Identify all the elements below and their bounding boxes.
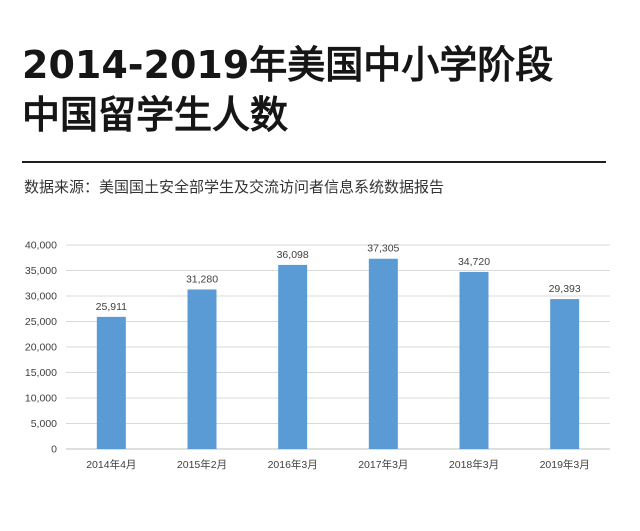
bar <box>550 299 580 449</box>
bar-chart: 0 5,000 10,000 15,000 20,000 25,000 30,000 35,0… <box>25 240 610 471</box>
y-tick-label: 30,000 <box>25 291 57 303</box>
y-tick-label: 0 <box>51 444 57 456</box>
data-labels: 25,911 31,280 36,098 37,305 34,720 29,393 <box>96 243 581 313</box>
y-tick-label: 10,000 <box>25 393 57 405</box>
gridlines <box>66 244 610 450</box>
bar <box>368 258 398 449</box>
data-label: 29,393 <box>549 283 581 295</box>
x-axis-ticks: 2014年4月 2015年2月 2016年3月 2017年3月 2018年3月 2019年… <box>86 458 590 471</box>
y-tick-label: 40,000 <box>25 240 57 252</box>
y-axis-ticks: 0 5,000 10,000 15,000 20,000 25,000 30,000 35,0… <box>25 240 57 456</box>
data-source-note: 数据来源：美国国土安全部学生及交流访问者信息系统数据报告 <box>24 178 445 196</box>
bar <box>96 316 126 449</box>
y-tick-label: 20,000 <box>25 342 57 354</box>
y-tick-label: 35,000 <box>25 265 57 277</box>
y-tick-label: 5,000 <box>31 418 57 430</box>
bar <box>459 271 489 449</box>
x-tick-label: 2016年3月 <box>268 458 318 471</box>
data-label: 37,305 <box>367 243 399 255</box>
y-tick-label: 25,000 <box>25 316 57 328</box>
bars <box>96 258 580 449</box>
x-tick-label: 2014年4月 <box>86 458 136 471</box>
x-tick-label: 2019年3月 <box>540 458 590 471</box>
bar <box>187 289 217 449</box>
x-tick-label: 2017年3月 <box>358 458 408 471</box>
title-line-1: 2014-2019年美国中小学阶段 <box>22 43 554 87</box>
x-tick-label: 2018年3月 <box>449 458 499 471</box>
bar <box>278 264 308 449</box>
data-label: 25,911 <box>96 301 127 313</box>
x-tick-label: 2015年2月 <box>177 458 227 471</box>
title-divider <box>22 161 606 163</box>
y-tick-label: 15,000 <box>25 367 57 379</box>
data-label: 36,098 <box>277 249 309 261</box>
page-title: 2014-2019年美国中小学阶段 中国留学生人数 <box>22 40 553 140</box>
data-label: 34,720 <box>458 256 490 268</box>
title-line-2: 中国留学生人数 <box>22 93 289 137</box>
data-label: 31,280 <box>186 273 218 285</box>
